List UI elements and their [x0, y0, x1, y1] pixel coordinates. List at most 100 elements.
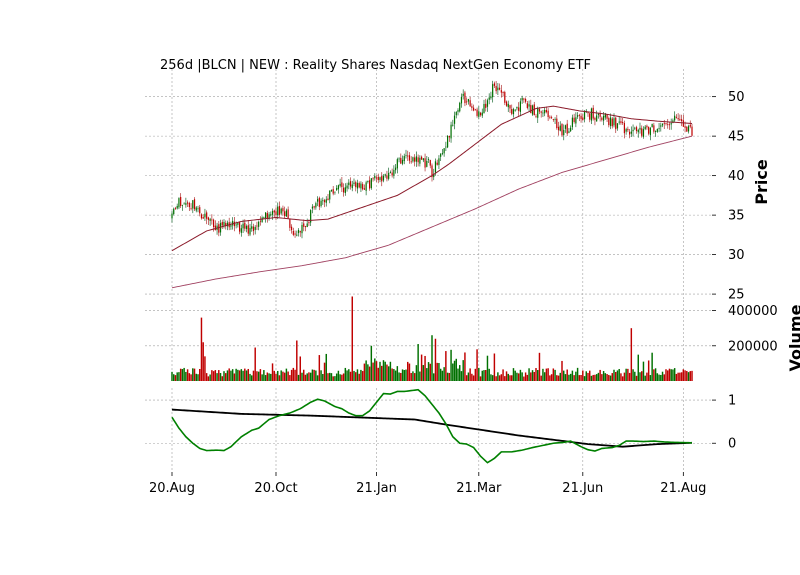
candle-body — [452, 124, 454, 126]
volume-bar — [389, 361, 392, 381]
candle-body — [483, 104, 485, 114]
candle-body — [472, 107, 475, 111]
volume-bar — [524, 372, 527, 381]
candle-body — [252, 226, 255, 232]
candle-body — [490, 96, 492, 99]
candle-body — [398, 158, 400, 160]
candle-body — [254, 227, 256, 230]
volume-bar — [672, 369, 674, 381]
volume-bar — [495, 376, 497, 381]
volume-bar — [259, 369, 262, 381]
volume-bar — [514, 370, 516, 381]
y-tick-label: 200000 — [728, 339, 778, 354]
candle-body — [400, 157, 402, 164]
candle-body — [518, 107, 520, 111]
price-ticks: 25 30 35 40 45 50 — [712, 90, 745, 303]
candle-body — [278, 206, 281, 215]
volume-bar — [292, 367, 295, 381]
volume-bar — [330, 373, 333, 381]
y-tick-label: 45 — [728, 130, 745, 145]
volume-bar — [497, 372, 499, 381]
volume-bar — [408, 363, 411, 381]
volume-bar — [303, 369, 305, 381]
candle-body — [266, 213, 268, 218]
x-tick-label: 21.Mar — [456, 481, 502, 496]
candle-body — [615, 117, 617, 130]
x-tick-label: 20.Aug — [149, 481, 195, 496]
candle-body — [634, 127, 636, 129]
candle-body — [535, 115, 537, 117]
volume-bar — [601, 374, 603, 381]
candle-body — [672, 120, 674, 123]
candle-body — [311, 206, 314, 209]
volume-bar — [521, 372, 523, 381]
volume-bar — [247, 368, 249, 381]
candle-body — [197, 208, 199, 210]
volume-bar — [171, 371, 173, 381]
x-tick-label: 21.Jan — [356, 481, 397, 496]
candle-body — [377, 176, 379, 181]
candle-body — [330, 190, 333, 192]
candle-body — [173, 208, 175, 215]
candle-body — [223, 221, 225, 227]
volume-bar — [651, 352, 653, 381]
candle-body — [417, 157, 419, 163]
volume-bar — [552, 368, 555, 381]
volume-bar — [587, 372, 589, 381]
volume-bar — [429, 363, 431, 381]
candle-body — [583, 110, 586, 120]
candle-body — [219, 223, 222, 233]
volume-bar — [358, 373, 360, 381]
candle-body — [200, 214, 203, 219]
volume-bar — [424, 355, 426, 381]
volume-bar — [313, 369, 315, 381]
volume-bar — [578, 375, 581, 381]
volume-bar — [386, 364, 388, 381]
candle-body — [346, 185, 348, 189]
volume-bar — [202, 342, 204, 381]
volume-bar — [218, 370, 220, 381]
volume-bar — [342, 373, 345, 381]
volume-bar — [597, 372, 600, 381]
volume-bar — [264, 375, 267, 381]
candle-body — [296, 234, 298, 236]
volume-bar — [381, 365, 383, 381]
volume-bar — [634, 371, 636, 381]
candle-body — [462, 93, 464, 96]
candle-body — [443, 148, 445, 154]
candle-body — [171, 213, 173, 219]
candle-body — [386, 175, 388, 179]
volume-bar — [394, 370, 397, 381]
candle-body — [337, 185, 340, 190]
candle-body — [434, 161, 437, 173]
volume-bar — [526, 374, 529, 381]
x-tick-label: 20.Oct — [254, 481, 297, 496]
volume-bar — [559, 372, 561, 381]
candle-body — [505, 101, 508, 106]
volume-bar — [242, 370, 244, 381]
candle-body — [341, 182, 343, 188]
candle-body — [264, 212, 267, 219]
candle-body — [686, 126, 688, 132]
volume-bar — [564, 374, 567, 381]
volume-bar — [214, 370, 217, 381]
volume-bar — [439, 368, 442, 381]
candle-body — [389, 172, 392, 174]
volume-bar — [332, 376, 334, 381]
volume-bar — [367, 364, 369, 381]
candle-body — [261, 217, 263, 223]
candle-body — [429, 160, 431, 166]
volume-bar — [462, 360, 464, 381]
indicator-grid — [145, 388, 712, 470]
candle-body — [230, 225, 232, 227]
volume-bar — [512, 368, 515, 381]
candle-body — [214, 225, 216, 231]
volume-bar — [287, 371, 289, 381]
indicator-fast-line — [171, 388, 693, 464]
volume-bar — [365, 360, 367, 381]
candle-body — [275, 211, 277, 216]
candle-body — [561, 124, 563, 136]
volume-bar — [438, 362, 440, 381]
candle-body — [597, 113, 600, 115]
